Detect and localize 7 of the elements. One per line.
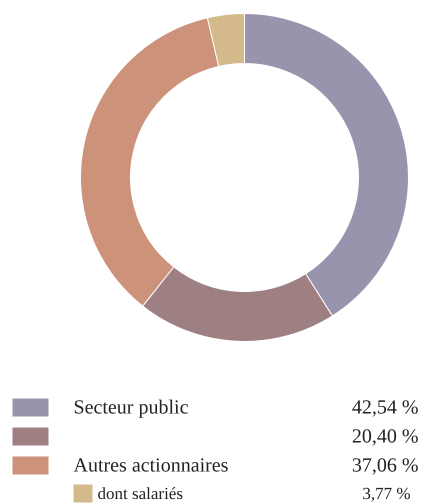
data-label: 20,40 %	[352, 426, 419, 448]
legend-label: Autres actionnaires	[74, 454, 229, 476]
data-label: 42,54 %	[352, 396, 419, 418]
data-label: 37,06 %	[352, 454, 419, 476]
legend-label: Secteur public	[74, 396, 189, 418]
data-label: 3,77 %	[362, 484, 411, 503]
legend-label: dont salariés	[98, 484, 183, 503]
